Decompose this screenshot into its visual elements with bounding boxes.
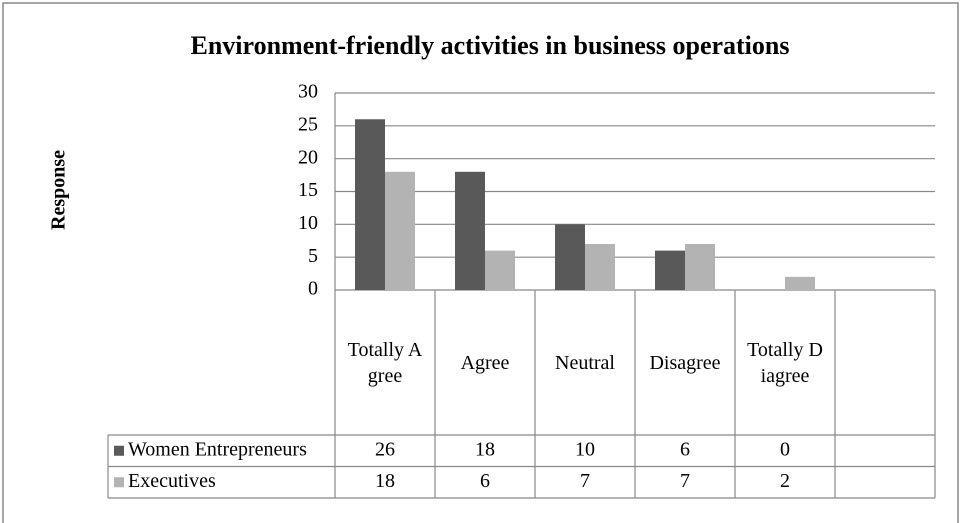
bar xyxy=(655,250,685,290)
x-tick-label: Agree xyxy=(460,351,510,374)
y-tick-label: 10 xyxy=(298,212,318,234)
table-value: 18 xyxy=(375,470,395,492)
table-value: 7 xyxy=(680,470,690,492)
legend-label: Executives xyxy=(128,470,216,492)
bar xyxy=(485,250,515,290)
bar xyxy=(385,171,415,290)
legend-swatch xyxy=(114,477,124,488)
table-value: 0 xyxy=(780,438,790,460)
x-tick-label: Neutral xyxy=(555,351,615,374)
table-value: 26 xyxy=(375,438,395,460)
bar xyxy=(785,276,815,290)
y-tick-label: 15 xyxy=(298,179,318,201)
y-tick-label: 25 xyxy=(298,113,318,135)
bar xyxy=(685,244,715,290)
y-tick-label: 20 xyxy=(298,146,318,168)
table-value: 2 xyxy=(780,470,790,492)
table-value: 6 xyxy=(480,470,490,492)
legend-swatch xyxy=(114,445,124,456)
y-tick-label: 30 xyxy=(298,81,318,103)
y-tick-label: 0 xyxy=(308,278,318,300)
table-value: 6 xyxy=(680,438,690,460)
x-tick-label: Totally Agree xyxy=(347,338,423,387)
bar xyxy=(555,224,585,290)
y-tick-label: 5 xyxy=(308,245,318,267)
x-tick-label: Disagree xyxy=(649,351,721,374)
table-value: 10 xyxy=(575,438,595,460)
bar xyxy=(455,171,485,290)
table-value: 18 xyxy=(475,438,495,460)
bar xyxy=(355,119,385,291)
chart-title: Environment-friendly activities in busin… xyxy=(190,31,789,60)
x-tick-label: Totally Diagree xyxy=(747,338,823,387)
y-axis-title: Response xyxy=(48,150,70,230)
bar xyxy=(585,244,615,290)
legend-label: Women Entrepreneurs xyxy=(128,438,307,460)
table-value: 7 xyxy=(580,470,590,492)
